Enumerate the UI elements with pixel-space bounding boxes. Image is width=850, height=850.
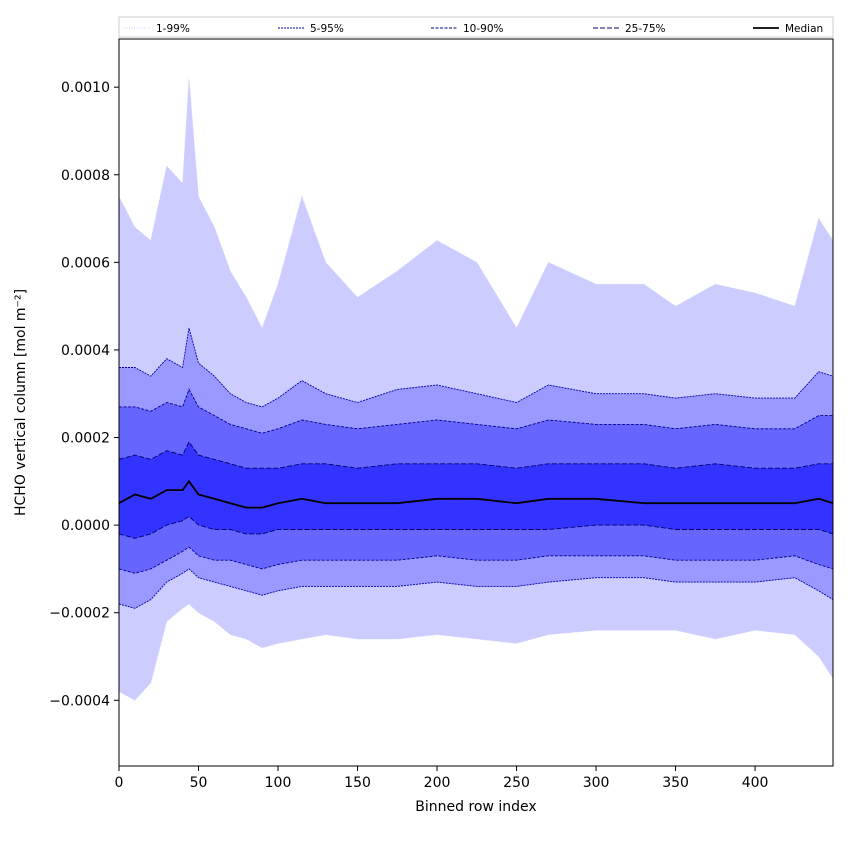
x-axis-ticks: 0 50 100 150 200 250 300 350 400: [115, 766, 769, 791]
percentile-bands: [119, 78, 833, 701]
band-1-upper-line: [119, 78, 833, 330]
band-2-lower-line: [119, 568, 833, 609]
x-tick-label: 350: [662, 775, 689, 791]
legend-entry-label: 1-99%: [156, 23, 190, 35]
y-tick-label: 0.0006: [61, 255, 110, 271]
y-tick-label: 0.0000: [61, 518, 110, 534]
x-tick-label: 0: [115, 775, 124, 791]
y-tick-label: 0.0010: [61, 80, 110, 96]
band-1-lower-line: [119, 603, 833, 701]
y-axis-label: HCHO vertical column [mol m⁻²]: [13, 289, 29, 516]
median-series: [119, 479, 833, 509]
x-tick-label: 250: [503, 775, 530, 791]
x-tick-label: 300: [583, 775, 610, 791]
band-4-lower-line: [119, 515, 833, 539]
legend-entry-label: Median: [785, 23, 823, 35]
band-2-upper-line: [119, 327, 833, 408]
median-line: [119, 479, 833, 509]
plot-frame: [118, 38, 834, 767]
legend-frame: [118, 16, 834, 38]
legend-entry-label: 5-95%: [310, 23, 344, 35]
x-tick-label: 400: [742, 775, 769, 791]
x-tick-label: 150: [344, 775, 371, 791]
legend: 1-99% 5-95% 10-90% 25-75% Median: [118, 16, 834, 38]
x-tick-label: 50: [190, 775, 208, 791]
y-axis-ticks: −0.0004 −0.0002 0.0000 0.0002 0.0004 0.0006 0.…: [49, 80, 119, 709]
band-edge-lines: [119, 78, 833, 701]
y-tick-label: 0.0008: [61, 168, 110, 184]
band-4-upper-line: [119, 441, 833, 469]
y-tick-label: −0.0002: [49, 606, 110, 622]
legend-entry-label: 10-90%: [463, 23, 504, 35]
band-3-upper-line: [119, 388, 833, 434]
band-area-4: [119, 441, 833, 539]
x-axis-label: Binned row index: [415, 799, 536, 815]
y-tick-label: 0.0002: [61, 431, 110, 447]
y-tick-label: 0.0004: [61, 343, 110, 359]
x-tick-label: 200: [424, 775, 451, 791]
legend-entry-label: 25-75%: [625, 23, 666, 35]
band-3-lower-line: [119, 546, 833, 574]
y-tick-label: −0.0004: [49, 693, 110, 709]
x-tick-label: 100: [265, 775, 292, 791]
